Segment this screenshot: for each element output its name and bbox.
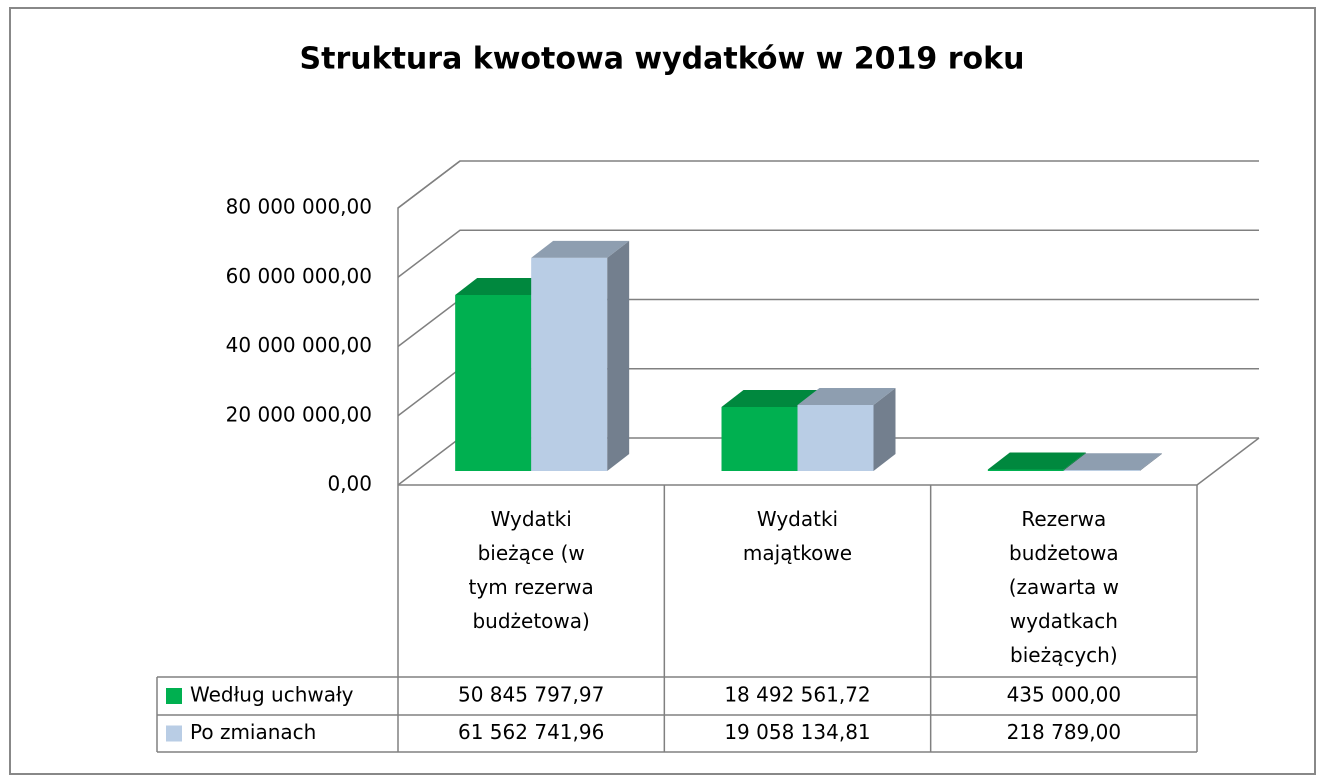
table-value: 18 492 561,72 (724, 683, 870, 707)
bar-face (797, 388, 896, 406)
bar-face (721, 389, 820, 407)
legend-key (166, 688, 182, 704)
chart-frame (9, 7, 1316, 775)
grid-line (397, 160, 1259, 209)
table-value: 435 000,00 (1007, 683, 1122, 707)
bar-face (531, 257, 608, 471)
table-value: 50 845 797,97 (458, 683, 604, 707)
y-tick-label: 20 000 000,00 (226, 402, 372, 426)
bar (1063, 453, 1162, 471)
chart-title: Struktura kwotowa wydatków w 2019 roku (300, 42, 1025, 77)
table-value: 19 058 134,81 (724, 720, 870, 744)
bar (531, 240, 630, 471)
bar-face (987, 452, 1086, 470)
bar-face (607, 240, 630, 471)
table-value: 61 562 741,96 (458, 720, 604, 744)
grid-line (397, 229, 1259, 278)
bar-face (721, 406, 798, 471)
x-tick-label: Wydatki majątkowe (743, 507, 852, 565)
bar-face (455, 294, 532, 471)
y-tick-label: 80 000 000,00 (226, 195, 372, 219)
y-tick-label: 40 000 000,00 (226, 333, 372, 357)
y-tick-label: 0,00 (327, 472, 372, 496)
bar-face (1063, 470, 1140, 471)
bar-face (531, 240, 630, 258)
bar (797, 388, 896, 471)
bar-face (987, 469, 1064, 471)
bar-face (455, 277, 554, 295)
bar-face (1063, 453, 1162, 471)
y-tick-label: 60 000 000,00 (226, 264, 372, 288)
x-tick-label: Rezerwa budżetowa (zawarta w wydatkach bieżą… (1009, 507, 1119, 667)
bar-face (797, 405, 874, 471)
legend-label: Po zmianach (190, 720, 316, 744)
bar-face (873, 388, 896, 471)
legend-key (166, 725, 182, 742)
x-tick-label: Wydatki bieżące (w tym rezerwa budżetowa) (469, 507, 594, 633)
bar-face (1139, 453, 1162, 471)
table-value: 218 789,00 (1007, 720, 1122, 744)
legend-label: Według uchwały (190, 683, 354, 707)
